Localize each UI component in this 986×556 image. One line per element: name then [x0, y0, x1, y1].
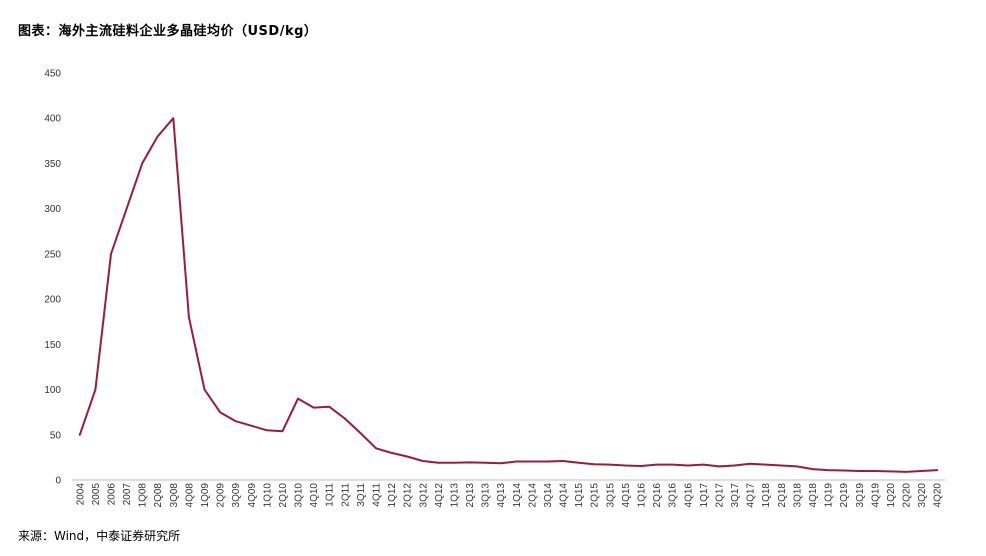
x-tick-label: 2Q11: [340, 483, 351, 507]
y-tick-label: 200: [44, 295, 61, 306]
x-tick-label: 3Q14: [543, 483, 554, 508]
y-tick-label: 350: [44, 159, 61, 170]
x-tick-label: 4Q17: [746, 483, 757, 508]
x-tick-label: 2Q20: [902, 483, 913, 508]
x-tick-label: 2Q16: [652, 483, 663, 508]
x-tick-label: 3Q16: [668, 483, 679, 508]
x-tick-label: 3Q15: [605, 483, 616, 508]
series-line: [78, 117, 939, 473]
x-tick-label: 1Q18: [761, 483, 772, 508]
x-tick-label: 1Q14: [512, 483, 523, 508]
x-tick-label: 4Q18: [808, 483, 819, 508]
x-tick-label: 4Q10: [309, 483, 320, 508]
x-tick-label: 4Q08: [184, 483, 195, 508]
y-tick-label: 0: [55, 476, 61, 487]
x-tick-label: 1Q17: [699, 483, 710, 508]
x-tick-label: 1Q15: [574, 483, 585, 508]
x-tick-label: 4Q14: [559, 483, 570, 508]
x-tick-label: 4Q15: [621, 483, 632, 508]
x-tick-label: 4Q09: [247, 483, 258, 508]
x-tick-label: 2Q15: [590, 483, 601, 508]
series-layer: [78, 117, 939, 473]
x-tick-label: 3Q09: [231, 483, 242, 508]
x-tick-label: 2Q19: [839, 483, 850, 508]
y-tick-label: 450: [44, 69, 61, 80]
x-tick-label: 2Q08: [153, 483, 164, 508]
x-tick-label: 2004: [75, 483, 86, 506]
x-tick-label: 4Q16: [683, 483, 694, 508]
x-tick-label: 2Q13: [465, 483, 476, 508]
x-tick-label: 1Q08: [138, 483, 149, 508]
y-tick-label: 100: [44, 385, 61, 396]
x-axis: 2004 2005 2006 2007 1Q08 2Q08 3Q08 4Q08 1Q09 2Q09…: [72, 479, 945, 508]
x-tick-label: 2006: [106, 483, 117, 506]
x-tick-label: 3Q12: [418, 483, 429, 508]
x-tick-label: 1Q09: [200, 483, 211, 508]
x-tick-label: 4Q19: [870, 483, 881, 508]
x-tick-label: 4Q12: [434, 483, 445, 508]
x-tick-label: 1Q10: [262, 483, 273, 508]
y-tick-label: 400: [44, 114, 61, 125]
x-tick-label: 3Q17: [730, 483, 741, 508]
x-tick-label: 1Q20: [886, 483, 897, 508]
chart-title: 图表：海外主流硅料企业多晶硅均价（USD/kg）: [18, 24, 318, 39]
x-tick-label: 4Q11: [371, 483, 382, 507]
x-tick-label: 2Q10: [278, 483, 289, 508]
x-tick-label: 3Q13: [481, 483, 492, 508]
y-tick-label: 250: [44, 249, 61, 260]
y-tick-label: 150: [44, 340, 61, 351]
x-tick-label: 2Q09: [216, 483, 227, 508]
x-tick-label: 3Q18: [792, 483, 803, 508]
source-note: 来源：Wind，中泰证券研究所: [18, 529, 181, 543]
x-tick-label: 3Q19: [855, 483, 866, 508]
y-tick-label: 300: [44, 204, 61, 215]
x-tick-label: 2Q17: [714, 483, 725, 508]
x-tick-label: 1Q13: [449, 483, 460, 508]
y-axis: 0 50 100 150 200 250 300 350 400 450: [44, 69, 61, 487]
x-tick-label: 4Q13: [496, 483, 507, 508]
x-tick-label: 1Q11: [325, 483, 336, 507]
x-tick-label: 1Q16: [637, 483, 648, 508]
y-tick-label: 50: [50, 430, 62, 441]
x-tick-label: 2Q18: [777, 483, 788, 508]
x-tick-label: 4Q20: [933, 483, 944, 508]
x-tick-label: 1Q12: [387, 483, 398, 508]
x-tick-label: 3Q11: [356, 483, 367, 507]
x-tick-label: 2Q14: [527, 483, 538, 508]
x-tick-label: 2005: [91, 483, 102, 506]
x-tick-label: 2Q12: [403, 483, 414, 508]
x-tick-label: 1Q19: [824, 483, 835, 508]
x-tick-label: 2007: [122, 483, 133, 506]
x-tick-label: 3Q20: [917, 483, 928, 508]
x-tick-label: 3Q10: [294, 483, 305, 508]
x-tick-label: 3Q08: [169, 483, 180, 508]
